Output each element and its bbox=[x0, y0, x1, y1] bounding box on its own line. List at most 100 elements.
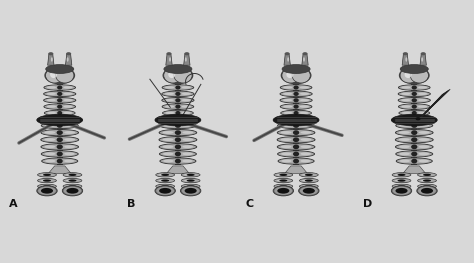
Ellipse shape bbox=[278, 151, 314, 156]
Ellipse shape bbox=[293, 85, 299, 90]
Ellipse shape bbox=[41, 129, 79, 136]
Ellipse shape bbox=[395, 185, 401, 187]
Ellipse shape bbox=[184, 188, 197, 194]
Ellipse shape bbox=[420, 185, 427, 187]
Ellipse shape bbox=[165, 86, 174, 89]
Ellipse shape bbox=[281, 92, 311, 96]
Polygon shape bbox=[402, 54, 409, 65]
Ellipse shape bbox=[401, 105, 410, 108]
Ellipse shape bbox=[174, 68, 192, 83]
Ellipse shape bbox=[410, 67, 418, 73]
Ellipse shape bbox=[182, 138, 193, 141]
Ellipse shape bbox=[419, 131, 429, 134]
Ellipse shape bbox=[175, 98, 181, 102]
Text: C: C bbox=[245, 199, 253, 209]
Ellipse shape bbox=[166, 52, 172, 55]
Ellipse shape bbox=[399, 124, 410, 127]
Ellipse shape bbox=[293, 111, 299, 115]
Ellipse shape bbox=[399, 98, 429, 103]
Ellipse shape bbox=[417, 186, 437, 196]
Ellipse shape bbox=[419, 145, 429, 148]
Ellipse shape bbox=[418, 99, 428, 102]
Ellipse shape bbox=[57, 123, 63, 128]
Ellipse shape bbox=[163, 98, 193, 103]
Ellipse shape bbox=[399, 67, 430, 84]
Ellipse shape bbox=[397, 151, 432, 156]
Ellipse shape bbox=[300, 105, 309, 108]
Ellipse shape bbox=[64, 173, 82, 176]
Ellipse shape bbox=[280, 85, 312, 90]
Ellipse shape bbox=[168, 71, 175, 78]
Ellipse shape bbox=[66, 174, 72, 176]
Polygon shape bbox=[166, 166, 190, 174]
Ellipse shape bbox=[279, 179, 287, 182]
Ellipse shape bbox=[292, 67, 300, 73]
Ellipse shape bbox=[299, 186, 319, 196]
Ellipse shape bbox=[164, 68, 182, 83]
Ellipse shape bbox=[305, 179, 313, 182]
Ellipse shape bbox=[278, 122, 315, 129]
Ellipse shape bbox=[43, 174, 51, 176]
Ellipse shape bbox=[399, 138, 410, 141]
Ellipse shape bbox=[44, 98, 76, 103]
Ellipse shape bbox=[182, 112, 191, 114]
Ellipse shape bbox=[399, 85, 430, 90]
Ellipse shape bbox=[300, 173, 318, 176]
Ellipse shape bbox=[392, 185, 410, 188]
Ellipse shape bbox=[44, 91, 76, 97]
Ellipse shape bbox=[418, 184, 437, 189]
Ellipse shape bbox=[155, 114, 201, 126]
Ellipse shape bbox=[392, 184, 411, 189]
Ellipse shape bbox=[163, 92, 193, 96]
Ellipse shape bbox=[162, 104, 194, 109]
Ellipse shape bbox=[63, 178, 82, 183]
Ellipse shape bbox=[175, 137, 181, 142]
Ellipse shape bbox=[184, 174, 190, 176]
Ellipse shape bbox=[410, 68, 428, 83]
Ellipse shape bbox=[301, 124, 311, 127]
Ellipse shape bbox=[278, 144, 314, 149]
Ellipse shape bbox=[45, 92, 75, 96]
Ellipse shape bbox=[163, 111, 192, 115]
Ellipse shape bbox=[40, 185, 46, 187]
Ellipse shape bbox=[159, 151, 196, 157]
Ellipse shape bbox=[38, 179, 56, 182]
Ellipse shape bbox=[159, 188, 171, 194]
Ellipse shape bbox=[163, 138, 173, 141]
Ellipse shape bbox=[395, 136, 433, 143]
Ellipse shape bbox=[273, 186, 293, 196]
Ellipse shape bbox=[44, 85, 75, 90]
Ellipse shape bbox=[182, 124, 193, 127]
Ellipse shape bbox=[45, 110, 75, 116]
Ellipse shape bbox=[175, 151, 181, 156]
Ellipse shape bbox=[277, 174, 283, 176]
Ellipse shape bbox=[41, 122, 78, 129]
Ellipse shape bbox=[160, 130, 196, 135]
Ellipse shape bbox=[301, 145, 311, 148]
Ellipse shape bbox=[43, 159, 77, 164]
Ellipse shape bbox=[187, 179, 195, 182]
Ellipse shape bbox=[158, 180, 165, 181]
Ellipse shape bbox=[163, 85, 193, 90]
Ellipse shape bbox=[274, 173, 293, 177]
Ellipse shape bbox=[162, 98, 194, 103]
Ellipse shape bbox=[419, 160, 429, 162]
Ellipse shape bbox=[281, 124, 292, 127]
Ellipse shape bbox=[159, 144, 197, 150]
Ellipse shape bbox=[160, 151, 196, 156]
Ellipse shape bbox=[283, 99, 292, 102]
Ellipse shape bbox=[37, 173, 56, 177]
Ellipse shape bbox=[163, 153, 173, 155]
Ellipse shape bbox=[293, 159, 299, 163]
Ellipse shape bbox=[273, 114, 319, 126]
Ellipse shape bbox=[47, 105, 56, 108]
Ellipse shape bbox=[160, 137, 196, 142]
Ellipse shape bbox=[57, 111, 62, 115]
Ellipse shape bbox=[293, 137, 299, 142]
Ellipse shape bbox=[57, 159, 63, 163]
Ellipse shape bbox=[423, 179, 431, 182]
Ellipse shape bbox=[45, 98, 75, 103]
Ellipse shape bbox=[182, 99, 191, 102]
Ellipse shape bbox=[302, 180, 309, 181]
Ellipse shape bbox=[161, 185, 169, 188]
